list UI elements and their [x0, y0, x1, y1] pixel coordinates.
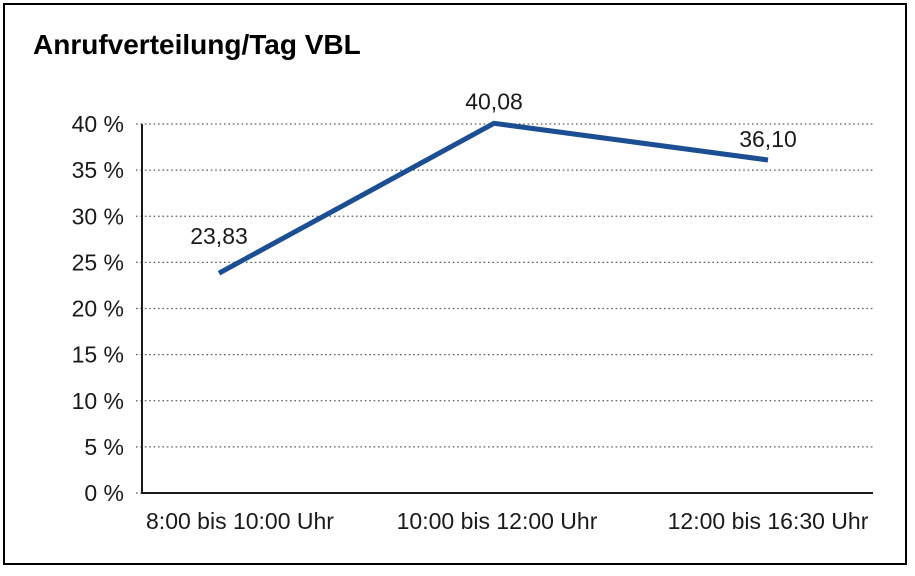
- data-label: 36,10: [739, 126, 797, 152]
- chart-title: Anrufverteilung/Tag VBL: [33, 29, 361, 60]
- x-axis-label: 8:00 bis 10:00 Uhr: [146, 508, 334, 534]
- x-axis-label: 12:00 bis 16:30 Uhr: [668, 508, 869, 534]
- y-axis-tick-label: 5 %: [84, 434, 124, 460]
- y-axis-tick-label: 25 %: [72, 249, 124, 275]
- x-axis-label: 10:00 bis 12:00 Uhr: [397, 508, 598, 534]
- y-axis-tick-label: 0 %: [84, 480, 124, 506]
- y-axis-tick-label: 30 %: [72, 203, 124, 229]
- data-label: 23,83: [190, 223, 248, 249]
- y-axis-tick-label: 20 %: [72, 296, 124, 322]
- y-axis-tick-label: 35 %: [72, 157, 124, 183]
- y-axis-tick-label: 40 %: [72, 111, 124, 137]
- data-label: 40,08: [465, 88, 523, 114]
- y-axis-tick-label: 15 %: [72, 342, 124, 368]
- series-line: [217, 120, 769, 276]
- chart-frame: [3, 3, 907, 565]
- y-axis-tick-label: 10 %: [72, 388, 124, 414]
